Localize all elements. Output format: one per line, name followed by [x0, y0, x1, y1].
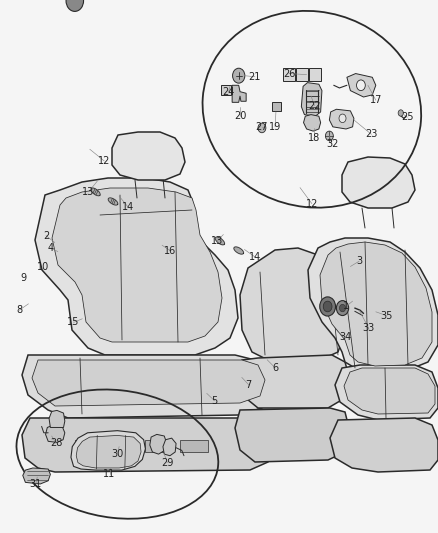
Polygon shape: [108, 198, 118, 205]
Text: 21: 21: [249, 72, 261, 82]
Polygon shape: [235, 408, 350, 462]
Polygon shape: [145, 440, 173, 452]
Text: 27: 27: [256, 122, 268, 132]
Text: 15: 15: [67, 318, 80, 327]
Text: 2: 2: [43, 231, 49, 240]
Polygon shape: [163, 438, 176, 456]
Polygon shape: [342, 157, 415, 208]
Polygon shape: [22, 355, 272, 418]
Polygon shape: [221, 85, 231, 95]
Polygon shape: [180, 440, 208, 452]
Polygon shape: [347, 74, 376, 97]
Circle shape: [320, 297, 336, 316]
Text: 22: 22: [308, 101, 321, 110]
Text: 4: 4: [47, 243, 53, 253]
Text: 25: 25: [401, 112, 413, 122]
Polygon shape: [215, 237, 225, 245]
Polygon shape: [304, 115, 321, 131]
Polygon shape: [22, 418, 272, 472]
Text: 10: 10: [37, 262, 49, 271]
Circle shape: [66, 0, 84, 11]
Polygon shape: [283, 68, 295, 81]
Polygon shape: [330, 418, 438, 472]
Polygon shape: [335, 365, 438, 420]
Polygon shape: [240, 248, 345, 360]
Polygon shape: [232, 85, 246, 102]
Text: 9: 9: [21, 273, 27, 283]
Circle shape: [339, 304, 346, 312]
Polygon shape: [296, 68, 308, 81]
Text: 19: 19: [269, 122, 281, 132]
Text: 13: 13: [82, 187, 95, 197]
Polygon shape: [344, 368, 435, 414]
Text: 34: 34: [339, 332, 351, 342]
Text: 12: 12: [306, 199, 318, 208]
Text: 7: 7: [246, 380, 252, 390]
Polygon shape: [234, 247, 244, 254]
Text: 20: 20: [234, 111, 246, 121]
Text: 13: 13: [211, 236, 223, 246]
Text: 8: 8: [16, 305, 22, 315]
Circle shape: [325, 131, 333, 141]
Circle shape: [233, 68, 245, 83]
Text: 5: 5: [212, 396, 218, 406]
Text: 26: 26: [283, 69, 295, 78]
Text: 33: 33: [363, 324, 375, 333]
Polygon shape: [238, 355, 350, 408]
Text: 3: 3: [356, 256, 362, 266]
Polygon shape: [110, 440, 138, 452]
Circle shape: [398, 110, 403, 116]
Polygon shape: [23, 468, 50, 484]
Text: 16: 16: [164, 246, 176, 255]
Text: 30: 30: [111, 449, 124, 459]
Polygon shape: [91, 188, 100, 196]
Polygon shape: [32, 360, 265, 406]
Text: 35: 35: [380, 311, 392, 320]
Circle shape: [339, 114, 346, 123]
Polygon shape: [112, 132, 185, 180]
Polygon shape: [52, 188, 222, 342]
Text: 17: 17: [370, 95, 382, 105]
Text: 31: 31: [30, 479, 42, 489]
Text: 6: 6: [272, 363, 278, 373]
Text: 23: 23: [365, 130, 378, 139]
Polygon shape: [75, 440, 103, 452]
Circle shape: [258, 123, 266, 133]
Polygon shape: [49, 410, 65, 427]
Polygon shape: [308, 238, 438, 372]
Text: 1: 1: [343, 302, 349, 311]
Text: 29: 29: [161, 458, 173, 467]
Text: 14: 14: [122, 202, 134, 212]
Text: 28: 28: [50, 439, 62, 448]
Polygon shape: [150, 434, 166, 454]
Text: 14: 14: [249, 252, 261, 262]
Polygon shape: [272, 102, 281, 111]
Polygon shape: [320, 242, 432, 366]
Text: 32: 32: [326, 139, 338, 149]
Text: 12: 12: [98, 156, 110, 166]
Circle shape: [357, 80, 365, 91]
Circle shape: [323, 301, 332, 312]
Polygon shape: [76, 435, 141, 468]
Text: 18: 18: [308, 133, 321, 142]
Polygon shape: [46, 425, 65, 442]
Polygon shape: [35, 178, 238, 355]
Text: 24: 24: [223, 87, 235, 96]
Text: 11: 11: [103, 470, 116, 479]
Polygon shape: [301, 83, 322, 116]
Polygon shape: [71, 431, 145, 470]
Polygon shape: [329, 109, 354, 129]
Polygon shape: [309, 68, 321, 81]
Circle shape: [336, 301, 349, 316]
